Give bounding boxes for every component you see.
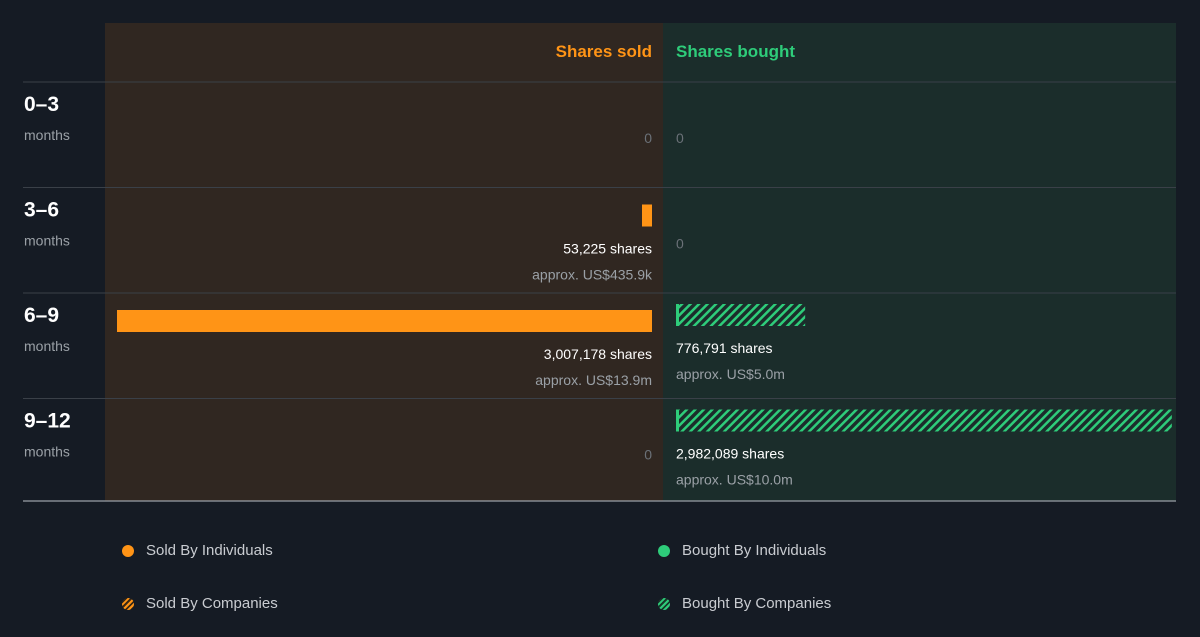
sold-bar (117, 310, 652, 332)
bought-shares-label: 776,791 shares (676, 340, 773, 356)
header-shares-bought: Shares bought (676, 42, 795, 61)
sold-value-label: approx. US$435.9k (532, 267, 653, 283)
sold-value-label: approx. US$13.9m (535, 372, 652, 388)
period-unit-label: months (24, 444, 70, 460)
bought-zero-label: 0 (676, 236, 684, 252)
header-shares-sold: Shares sold (556, 42, 652, 61)
legend-label: Sold By Individuals (146, 542, 273, 559)
sold-shares-label: 3,007,178 shares (544, 346, 652, 362)
bought-value-label: approx. US$10.0m (676, 472, 793, 488)
sold-zero-label: 0 (644, 130, 652, 146)
sold-individuals-dot-icon (122, 544, 134, 557)
legend-sold-companies: Sold By Companies (122, 595, 278, 612)
bought-bar (676, 304, 806, 326)
period-label: 0–3 (24, 93, 59, 116)
legend-sold-individuals: Sold By Individuals (122, 542, 273, 559)
bought-value-label: approx. US$5.0m (676, 366, 785, 382)
sold-bar (642, 204, 652, 227)
legend-bought-individuals: Bought By Individuals (658, 542, 826, 559)
bought-shares-label: 2,982,089 shares (676, 446, 784, 462)
legend-bought-companies: Bought By Companies (658, 595, 831, 612)
bought-individuals-dot-icon (658, 544, 670, 557)
period-label: 6–9 (24, 304, 59, 327)
period-label: 3–6 (24, 199, 59, 222)
period-label: 9–12 (24, 410, 71, 433)
period-unit-label: months (24, 233, 70, 249)
sold-companies-hatch-icon (122, 597, 134, 610)
bought-companies-hatch-icon (658, 597, 670, 610)
period-unit-label: months (24, 338, 70, 354)
bought-zero-label: 0 (676, 130, 684, 146)
legend-label: Bought By Companies (682, 595, 832, 612)
sold-panel (105, 23, 663, 501)
period-unit-label: months (24, 127, 70, 143)
legend-label: Sold By Companies (146, 595, 278, 612)
sold-shares-label: 53,225 shares (563, 241, 652, 257)
sold-zero-label: 0 (644, 447, 652, 463)
bought-bar-edge (676, 304, 679, 326)
bought-bar (676, 409, 1172, 432)
bought-bar-edge (676, 409, 679, 432)
legend-label: Bought By Individuals (682, 542, 827, 559)
